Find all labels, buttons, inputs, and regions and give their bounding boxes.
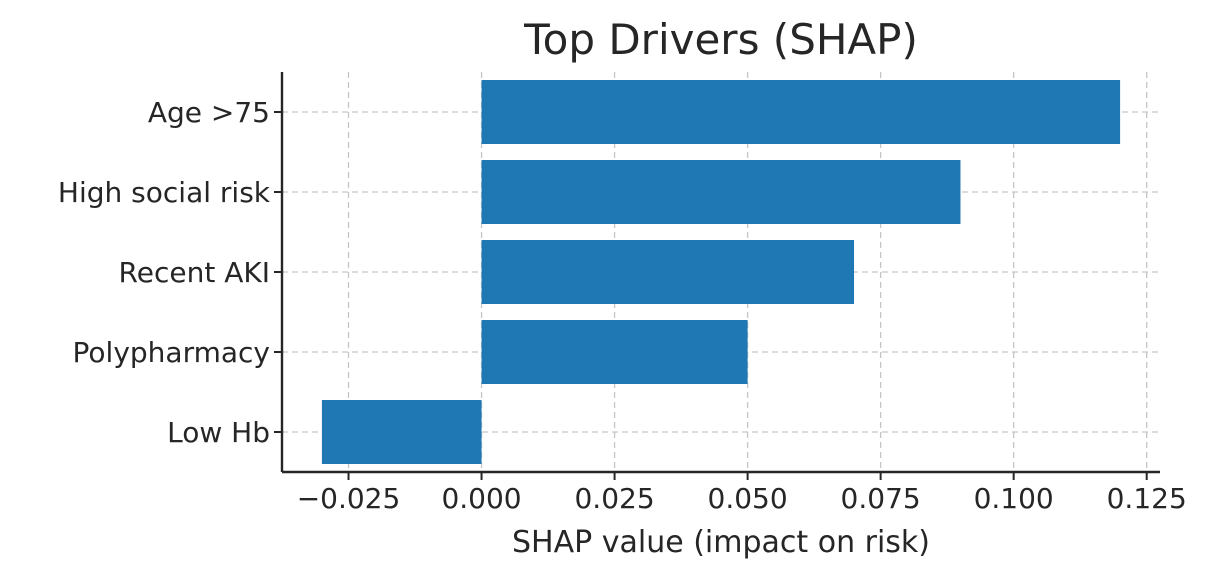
axes — [274, 72, 1160, 480]
bar-recent-aki — [481, 240, 855, 304]
x-tick-label: 0.100 — [974, 482, 1054, 515]
bar-polypharmacy — [481, 320, 748, 384]
y-tick-label: Polypharmacy — [73, 336, 270, 369]
bar-high-social-risk — [481, 160, 961, 224]
y-tick-labels: Age >75 High social risk Recent AKI Polypha… — [58, 96, 271, 449]
bar-low-hb — [321, 400, 482, 464]
bars — [321, 80, 1121, 464]
x-tick-label: 0.025 — [574, 482, 654, 515]
y-tick-label: Recent AKI — [119, 256, 270, 289]
x-tick-label: 0.125 — [1107, 482, 1187, 515]
x-tick-label: 0.000 — [441, 482, 521, 515]
bar-age-75 — [481, 80, 1121, 144]
chart-title: Top Drivers (SHAP) — [523, 15, 918, 64]
x-tick-label: −0.025 — [297, 482, 401, 515]
x-tick-labels: −0.025 0.000 0.025 0.050 0.075 0.100 0.125 — [297, 482, 1187, 515]
x-axis-label: SHAP value (impact on risk) — [512, 525, 930, 560]
x-tick-label: 0.075 — [841, 482, 921, 515]
y-tick-label: Low Hb — [167, 416, 270, 449]
y-tick-label: Age >75 — [148, 96, 270, 129]
x-tick-label: 0.050 — [708, 482, 788, 515]
y-tick-label: High social risk — [58, 176, 271, 209]
